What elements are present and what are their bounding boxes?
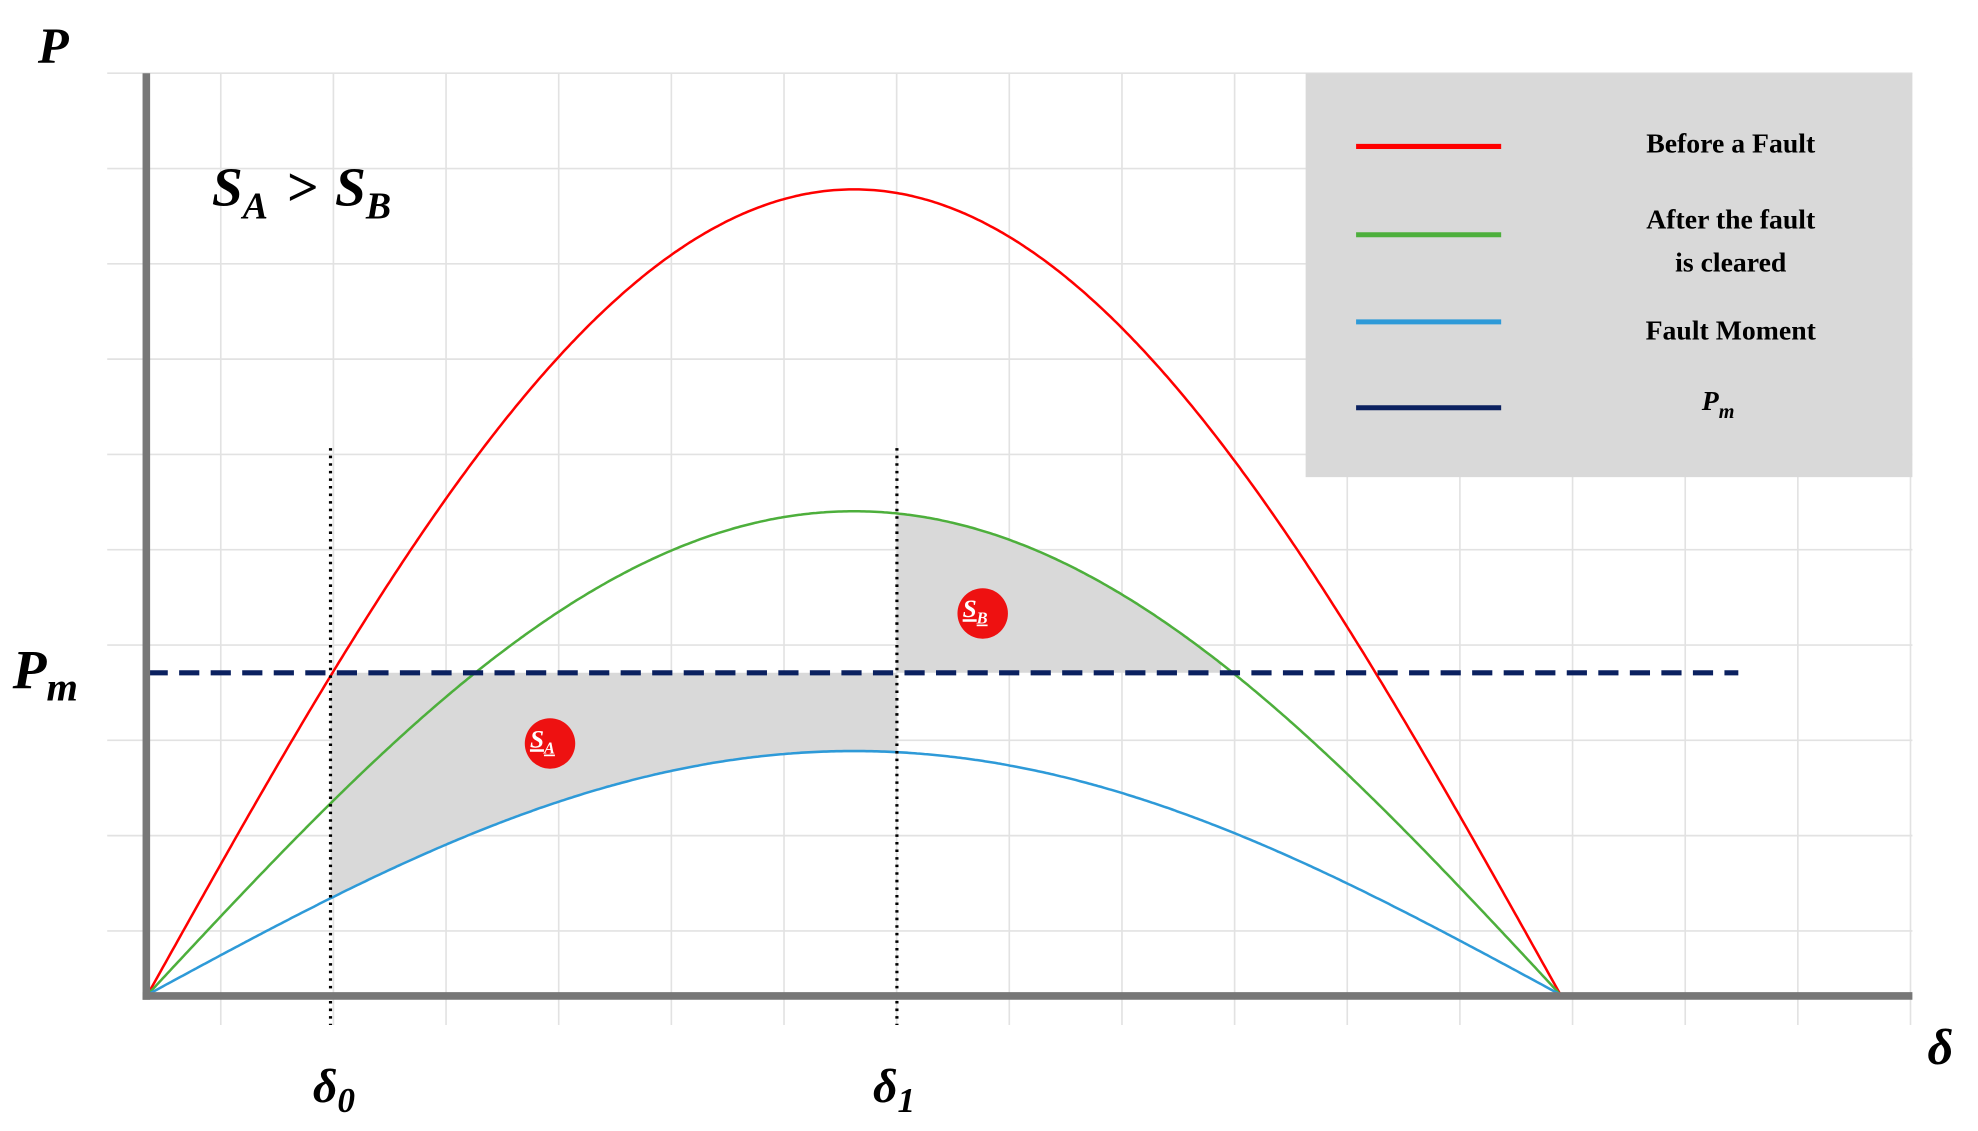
operator: > (286, 158, 318, 219)
symbol: S (530, 726, 544, 753)
area-sb (896, 513, 1222, 673)
condition: SA > SB (212, 158, 391, 228)
legend-label: Before a Fault (1646, 129, 1816, 160)
subscript: m (1719, 401, 1735, 423)
symbol: S (963, 596, 977, 623)
subscript: A (241, 185, 268, 227)
curve-before-fault (146, 188, 1562, 996)
legend-label: is cleared (1675, 247, 1787, 278)
legend-box (1305, 73, 1913, 478)
y-axis-label: P (37, 18, 70, 74)
subscript: 0 (337, 1081, 355, 1120)
symbol: P (1701, 386, 1720, 417)
symbol: P (12, 640, 48, 701)
region-label-b: SB (963, 596, 988, 627)
subscript: A (543, 739, 555, 758)
subscript: m (47, 665, 78, 710)
legend-label: Pm (1701, 386, 1735, 423)
region-label-a: SA (530, 726, 555, 757)
symbol: S (212, 158, 243, 219)
legend-label: Fault Moment (1646, 316, 1817, 347)
region-marker (524, 718, 576, 769)
legend-label: After the fault (1646, 204, 1816, 235)
subscript: 1 (897, 1081, 915, 1120)
pm-axis-label: Pm (12, 640, 78, 710)
region-marker (957, 588, 1008, 639)
symbol: S (335, 158, 366, 219)
legend: Before a Fault After the fault is cleare… (1305, 73, 1913, 478)
subscript: B (365, 185, 391, 227)
symbol: δ (313, 1060, 338, 1113)
delta0-label: δ0 (313, 1060, 356, 1120)
x-axis-label: δ (1928, 1019, 1954, 1075)
area-sa (330, 672, 897, 899)
symbol: δ (873, 1060, 898, 1113)
subscript: B (976, 609, 988, 628)
delta1-label: δ1 (873, 1060, 915, 1120)
curve-after-clear (146, 509, 1562, 996)
curve-fault (146, 749, 1562, 996)
